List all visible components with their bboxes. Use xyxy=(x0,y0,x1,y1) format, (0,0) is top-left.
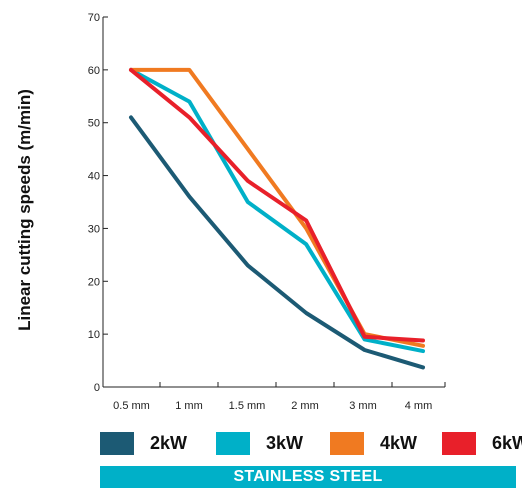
legend-label-3kw: 3kW xyxy=(266,432,304,453)
legend-label-4kw: 4kW xyxy=(380,432,418,453)
y-axis-label: Linear cutting speeds (m/min) xyxy=(15,89,34,331)
legend-swatch-2kw xyxy=(100,431,134,455)
y-tick-label: 50 xyxy=(88,118,100,130)
y-tick-label: 30 xyxy=(88,223,100,235)
legend-item-4kw: 4kW xyxy=(330,430,417,456)
y-tick-label: 40 xyxy=(88,171,100,183)
legend: 2kW 3kW 4kW 6kW xyxy=(100,430,522,456)
y-tick-label: 60 xyxy=(88,65,100,77)
series-line-2kw xyxy=(129,115,425,370)
legend-swatch-6kw xyxy=(442,431,476,455)
x-tick-label: 0.5 mm xyxy=(113,400,150,412)
legend-label-6kw: 6kW xyxy=(492,432,522,453)
series-layer xyxy=(129,67,425,370)
material-band: STAINLESS STEEL xyxy=(100,466,516,488)
y-tick-label: 70 xyxy=(88,12,100,24)
x-tick-label: 1 mm xyxy=(175,400,203,412)
y-tick-label: 20 xyxy=(88,276,100,288)
x-tick-label: 2 mm xyxy=(291,400,319,412)
x-tick-label: 1.5 mm xyxy=(229,400,266,412)
legend-item-2kw: 2kW xyxy=(100,430,187,456)
y-tick-label: 0 xyxy=(94,382,100,394)
series-line-6kw xyxy=(129,67,425,343)
material-label: STAINLESS STEEL xyxy=(233,468,383,485)
legend-swatch-3kw xyxy=(216,431,250,455)
legend-item-3kw: 3kW xyxy=(216,430,303,456)
legend-label-2kw: 2kW xyxy=(150,432,188,453)
y-tick-label: 10 xyxy=(88,329,100,341)
axes: 0 10 20 30 40 50 60 70 0.5 mm 1 mm 1.5 mm 2 mm 3 mm 4… xyxy=(88,12,446,412)
legend-item-6kw: 6kW xyxy=(442,430,522,456)
line-chart: Linear cutting speeds (m/min) 0 10 20 30 40 5… xyxy=(15,12,446,412)
x-tick-label: 4 mm xyxy=(405,400,433,412)
x-tick-label: 3 mm xyxy=(349,400,377,412)
legend-swatch-4kw xyxy=(330,431,364,455)
series-line-3kw xyxy=(129,67,425,354)
series-line-4kw xyxy=(129,67,425,348)
